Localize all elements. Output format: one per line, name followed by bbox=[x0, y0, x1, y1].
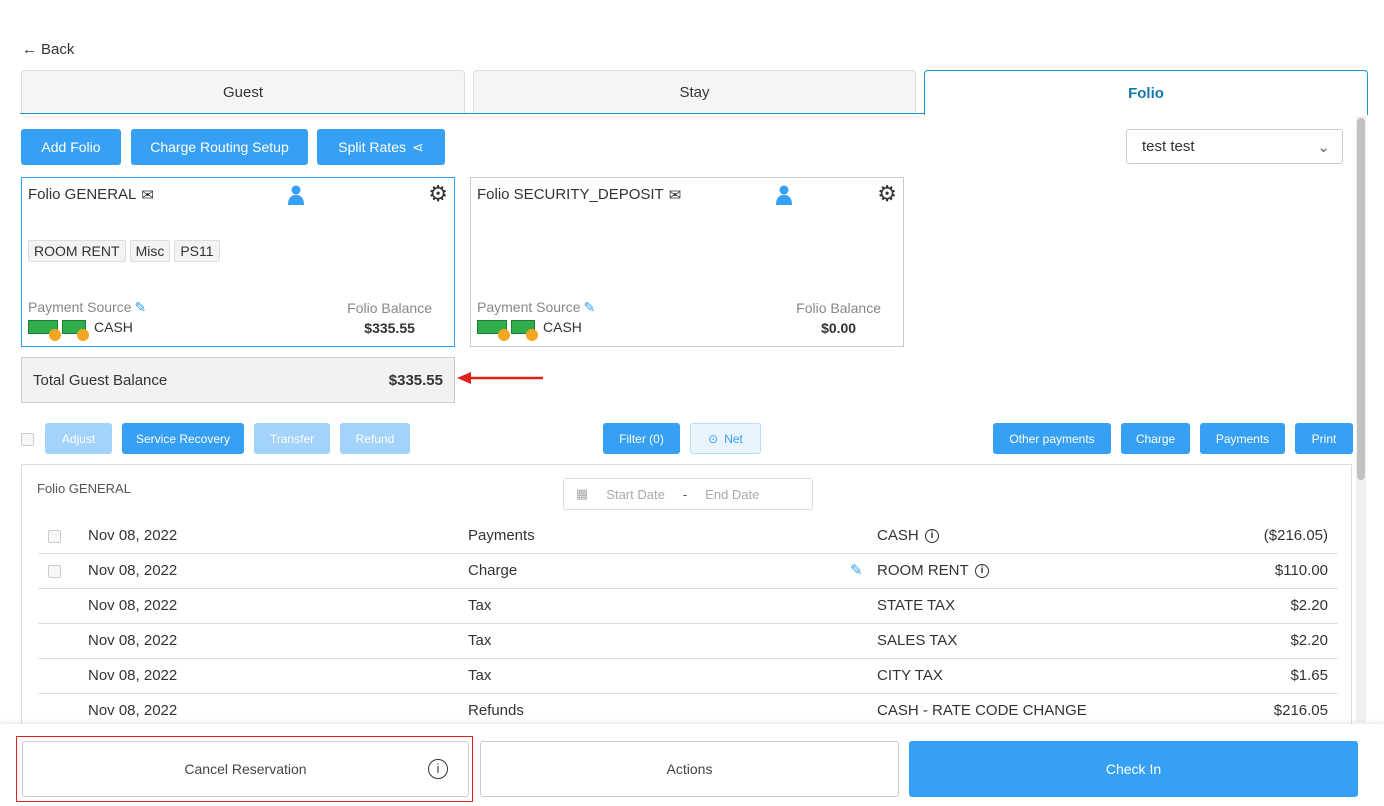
start-date-input[interactable]: Start Date bbox=[606, 486, 665, 502]
row-amount: $1.65 bbox=[1290, 667, 1328, 684]
row-amount: $216.05 bbox=[1273, 702, 1328, 719]
chevron-down-icon: ⌄ bbox=[1317, 138, 1330, 156]
row-date: Nov 08, 2022 bbox=[88, 667, 178, 684]
add-folio-button[interactable]: Add Folio bbox=[21, 129, 121, 165]
table-row[interactable]: Nov 08, 2022 Payments CASH i ($216.05) bbox=[38, 519, 1338, 554]
info-icon[interactable]: i bbox=[925, 529, 939, 543]
charge-button[interactable]: Charge bbox=[1121, 423, 1190, 454]
user-icon[interactable] bbox=[288, 185, 304, 205]
check-in-button[interactable]: Check In bbox=[909, 741, 1358, 797]
table-row[interactable]: Nov 08, 2022 Refunds CASH - RATE CODE CHAN… bbox=[38, 694, 1338, 724]
guest-select[interactable]: test test ⌄ bbox=[1126, 129, 1343, 164]
select-all-checkbox[interactable] bbox=[21, 433, 34, 446]
date-range-input[interactable]: ▦ Start Date - End Date bbox=[563, 478, 813, 510]
folio-card-general[interactable]: Folio GENERAL ✉ ⚙ ROOM RENT Misc PS11 Payme… bbox=[21, 177, 455, 347]
row-date: Nov 08, 2022 bbox=[88, 702, 178, 719]
edit-icon[interactable]: ✎ bbox=[583, 299, 596, 315]
annotation-arrow-icon bbox=[457, 372, 543, 384]
tab-stay[interactable]: Stay bbox=[473, 70, 916, 114]
charge-routing-button[interactable]: Charge Routing Setup bbox=[131, 129, 308, 165]
table-row[interactable]: Nov 08, 2022 Tax SALES TAX $2.20 bbox=[38, 624, 1338, 659]
row-amount: ($216.05) bbox=[1263, 527, 1328, 544]
gear-icon[interactable]: ⚙ bbox=[877, 181, 897, 206]
calendar-icon: ▦ bbox=[576, 486, 589, 501]
row-description: STATE TAX bbox=[877, 597, 956, 614]
panel-title: Folio GENERAL bbox=[37, 481, 131, 496]
annotation-highlight bbox=[16, 736, 473, 802]
cash-icon bbox=[62, 320, 89, 341]
check-circle-icon: ⊙ bbox=[708, 431, 719, 446]
filter-button[interactable]: Filter (0) bbox=[603, 423, 680, 454]
end-date-input[interactable]: End Date bbox=[705, 486, 760, 502]
info-icon[interactable]: i bbox=[428, 759, 448, 779]
row-checkbox[interactable] bbox=[48, 565, 61, 578]
folio-card-security-deposit[interactable]: Folio SECURITY_DEPOSIT ✉ ⚙ Payment Source… bbox=[470, 177, 904, 347]
cash-icon bbox=[28, 320, 61, 341]
net-toggle[interactable]: ⊙ Net bbox=[690, 423, 761, 454]
row-date: Nov 08, 2022 bbox=[88, 597, 178, 614]
tab-divider bbox=[20, 113, 1368, 114]
user-icon[interactable] bbox=[776, 185, 792, 205]
actions-button[interactable]: Actions bbox=[480, 741, 899, 797]
chip: PS11 bbox=[174, 240, 220, 262]
tab-guest[interactable]: Guest bbox=[21, 70, 465, 114]
adjust-button[interactable]: Adjust bbox=[45, 423, 112, 454]
table-row[interactable]: Nov 08, 2022 Charge ✎ ROOM RENT i $110.00 bbox=[38, 554, 1338, 589]
back-link[interactable]: ← Back bbox=[22, 41, 75, 58]
row-description: CASH bbox=[877, 527, 919, 544]
edit-icon[interactable]: ✎ bbox=[134, 299, 147, 315]
share-icon: ⋖ bbox=[411, 138, 424, 155]
edit-icon[interactable]: ✎ bbox=[850, 562, 863, 579]
table-row[interactable]: Nov 08, 2022 Tax STATE TAX $2.20 bbox=[38, 589, 1338, 624]
row-description: SALES TAX bbox=[877, 632, 958, 649]
chip: Misc bbox=[129, 240, 171, 262]
row-type: Refunds bbox=[468, 702, 524, 719]
folio-transactions-panel: Folio GENERAL ▦ Start Date - End Date No… bbox=[21, 464, 1352, 724]
row-type: Tax bbox=[468, 597, 492, 614]
cancel-reservation-button[interactable]: Cancel Reservation i bbox=[22, 741, 469, 797]
other-payments-button[interactable]: Other payments bbox=[993, 423, 1111, 454]
row-description: ROOM RENT bbox=[877, 562, 969, 579]
table-row[interactable]: Nov 08, 2022 Tax CITY TAX $1.65 bbox=[38, 659, 1338, 694]
row-type: Tax bbox=[468, 667, 492, 684]
service-recovery-button[interactable]: Service Recovery bbox=[122, 423, 244, 454]
row-type: Payments bbox=[468, 527, 535, 544]
row-checkbox[interactable] bbox=[48, 530, 61, 543]
info-icon[interactable]: i bbox=[975, 564, 989, 578]
chip: ROOM RENT bbox=[28, 240, 126, 262]
email-icon: ✉ bbox=[668, 187, 682, 204]
total-guest-balance: Total Guest Balance $335.55 bbox=[21, 357, 455, 403]
cash-icon bbox=[477, 320, 510, 341]
row-amount: $110.00 bbox=[1274, 562, 1328, 579]
row-description: CITY TAX bbox=[877, 667, 943, 684]
payments-button[interactable]: Payments bbox=[1200, 423, 1285, 454]
cash-icon bbox=[511, 320, 538, 341]
row-type: Charge bbox=[468, 562, 518, 579]
tab-folio[interactable]: Folio bbox=[924, 70, 1368, 115]
transfer-button[interactable]: Transfer bbox=[254, 423, 330, 454]
row-date: Nov 08, 2022 bbox=[88, 527, 178, 544]
refund-button[interactable]: Refund bbox=[340, 423, 410, 454]
row-date: Nov 08, 2022 bbox=[88, 632, 178, 649]
arrow-left-icon: ← bbox=[22, 41, 37, 58]
row-amount: $2.20 bbox=[1290, 632, 1328, 649]
split-rates-button[interactable]: Split Rates ⋖ bbox=[317, 129, 445, 165]
row-description: CASH - RATE CODE CHANGE bbox=[877, 702, 1087, 719]
gear-icon[interactable]: ⚙ bbox=[428, 181, 448, 206]
row-type: Tax bbox=[468, 632, 492, 649]
row-date: Nov 08, 2022 bbox=[88, 562, 178, 579]
row-amount: $2.20 bbox=[1290, 597, 1328, 614]
email-icon: ✉ bbox=[141, 187, 154, 204]
print-button[interactable]: Print bbox=[1295, 423, 1353, 454]
scrollbar-thumb[interactable] bbox=[1357, 118, 1365, 480]
